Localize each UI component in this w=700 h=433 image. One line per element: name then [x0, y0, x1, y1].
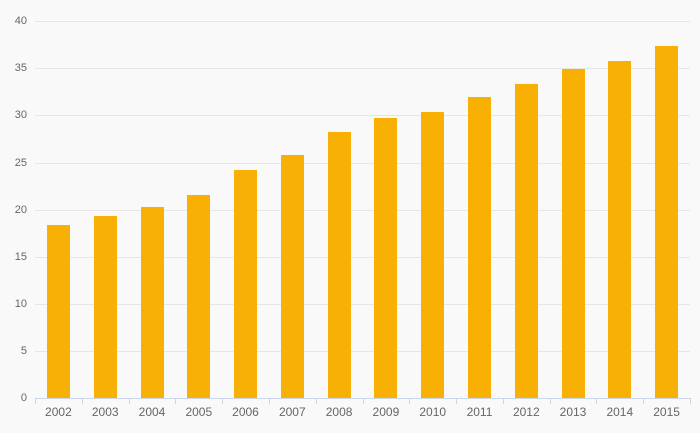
gridline-25	[35, 163, 690, 164]
bar-2010[interactable]	[421, 111, 445, 398]
gridline-40	[35, 21, 690, 22]
y-tick-label-15: 15	[14, 251, 27, 263]
bar-2009[interactable]	[374, 118, 398, 398]
bar-2004[interactable]	[140, 206, 164, 398]
bar-2007[interactable]	[280, 155, 304, 398]
x-axis-tick	[175, 398, 176, 404]
x-tick-label-2008: 2008	[325, 405, 353, 419]
x-tick-label-2005: 2005	[185, 405, 213, 419]
x-tick-label-2002: 2002	[45, 405, 72, 419]
x-axis-tick	[596, 398, 597, 404]
y-tick-label-5: 5	[20, 345, 27, 357]
x-tick-label-2010: 2010	[419, 405, 447, 419]
x-tick-label-2003: 2003	[91, 405, 119, 419]
x-axis-tick	[129, 398, 130, 404]
x-axis-tick	[550, 398, 551, 404]
x-axis-tick	[409, 398, 410, 404]
bar-2002[interactable]	[46, 224, 70, 398]
gridline-20	[35, 210, 690, 211]
x-tick-label-2011: 2011	[466, 405, 493, 419]
x-axis-tick	[690, 398, 691, 404]
x-tick-label-2014: 2014	[606, 405, 634, 419]
x-tick-label-2006: 2006	[232, 405, 259, 419]
x-axis-tick	[643, 398, 644, 404]
x-tick-label-2004: 2004	[138, 405, 166, 419]
x-axis-tick	[82, 398, 83, 404]
gridline-5	[35, 351, 690, 352]
x-axis-tick	[363, 398, 364, 404]
x-axis-tick	[222, 398, 223, 404]
x-tick-label-2012: 2012	[512, 405, 540, 419]
gridline-15	[35, 257, 690, 258]
bar-2005[interactable]	[187, 194, 211, 398]
y-tick-label-40: 40	[14, 15, 27, 27]
bar-2011[interactable]	[468, 97, 491, 398]
y-tick-label-0: 0	[20, 392, 27, 404]
gridline-30	[35, 115, 690, 116]
x-axis-tick	[503, 398, 504, 404]
x-tick-label-2015: 2015	[653, 405, 680, 419]
x-axis-tick	[269, 398, 270, 404]
gridline-35	[35, 68, 690, 69]
y-tick-label-35: 35	[14, 62, 27, 74]
x-tick-label-2007: 2007	[278, 405, 306, 419]
x-tick-label-2009: 2009	[372, 405, 400, 419]
gridline-10	[35, 304, 690, 305]
y-tick-label-20: 20	[14, 204, 27, 216]
bar-2003[interactable]	[93, 216, 117, 398]
y-tick-label-10: 10	[14, 298, 27, 310]
x-axis-tick	[35, 398, 36, 404]
bar-2012[interactable]	[514, 84, 538, 398]
x-axis-tick	[456, 398, 457, 404]
bar-2015[interactable]	[655, 45, 679, 398]
bar-2006[interactable]	[234, 170, 257, 398]
bar-2013[interactable]	[561, 69, 585, 398]
y-tick-label-25: 25	[14, 157, 27, 169]
x-tick-label-2013: 2013	[559, 405, 587, 419]
x-axis-tick	[316, 398, 317, 404]
y-tick-label-30: 30	[14, 109, 27, 121]
bar-2008[interactable]	[327, 132, 351, 398]
bar-2014[interactable]	[608, 60, 632, 398]
